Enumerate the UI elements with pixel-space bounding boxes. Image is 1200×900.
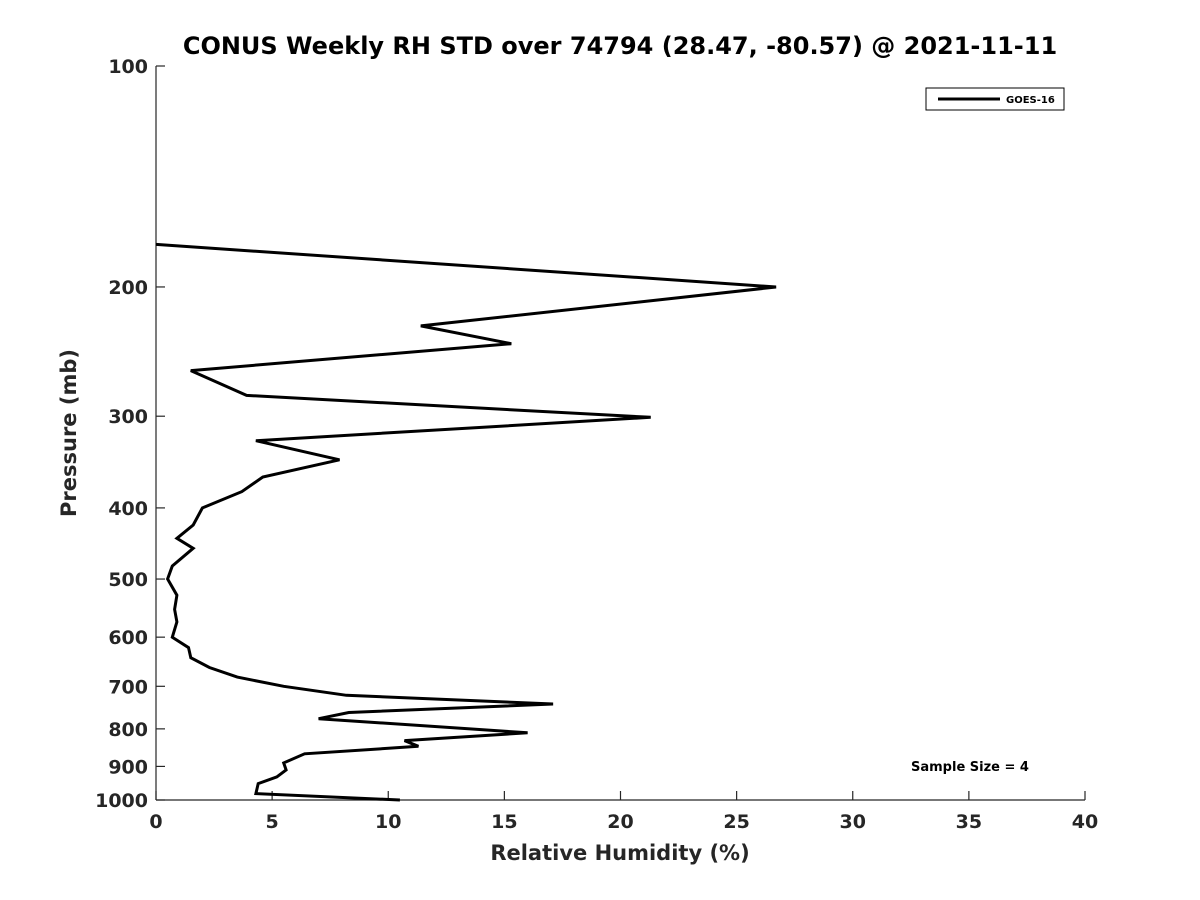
y-tick-label: 300 xyxy=(108,406,148,428)
x-tick-label: 0 xyxy=(149,811,162,833)
chart-title: CONUS Weekly RH STD over 74794 (28.47, -… xyxy=(183,32,1057,60)
y-tick-label: 200 xyxy=(108,277,148,299)
y-tick-label: 400 xyxy=(108,498,148,520)
x-tick-label: 35 xyxy=(956,811,982,833)
legend-label: GOES-16 xyxy=(1006,95,1055,106)
x-tick-label: 25 xyxy=(723,811,749,833)
x-tick-label: 10 xyxy=(375,811,401,833)
x-tick-label: 20 xyxy=(607,811,633,833)
series-line-goes-16 xyxy=(155,242,777,802)
sample-size-annotation: Sample Size = 4 xyxy=(911,760,1029,775)
legend: GOES-16 xyxy=(925,87,1065,111)
y-tick-label: 600 xyxy=(108,627,148,649)
x-tick-label: 15 xyxy=(491,811,517,833)
x-tick-label: 30 xyxy=(840,811,866,833)
y-tick-label: 800 xyxy=(108,719,148,741)
y-tick-label: 1000 xyxy=(95,790,148,812)
x-tick-label: 5 xyxy=(266,811,279,833)
y-tick-label: 900 xyxy=(108,756,148,778)
y-axis-label: Pressure (mb) xyxy=(57,349,81,517)
x-tick-label: 40 xyxy=(1072,811,1098,833)
y-tick-label: 700 xyxy=(108,676,148,698)
y-tick-label: 500 xyxy=(108,569,148,591)
x-axis-label: Relative Humidity (%) xyxy=(490,841,749,865)
y-axis-ticks: 100 200 300 400 500 600 700 800 900 1000 xyxy=(95,56,165,812)
y-tick-label: 100 xyxy=(108,56,148,78)
x-axis-ticks: 0 5 10 15 20 25 30 35 40 xyxy=(149,791,1098,833)
